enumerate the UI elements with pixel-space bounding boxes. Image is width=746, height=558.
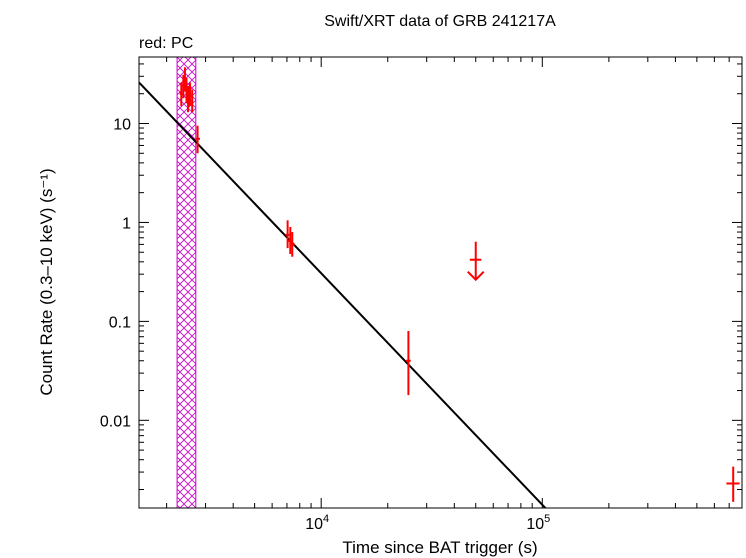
y-tick-label: 10 <box>113 116 131 133</box>
y-tick-label: 0.1 <box>109 314 131 331</box>
data-point <box>195 125 200 154</box>
data-point <box>188 82 192 107</box>
x-tick-label: 104 <box>305 513 329 533</box>
data-point <box>290 232 295 257</box>
data-point <box>726 466 740 502</box>
y-tick-label: 1 <box>122 215 131 232</box>
data-point <box>406 330 411 396</box>
y-axis-label: Count Rate (0.3–10 keV) (s⁻¹) <box>37 168 56 395</box>
upper-limit-point <box>467 241 485 282</box>
data-point <box>191 89 194 113</box>
chart-title: Swift/XRT data of GRB 241217A <box>324 13 556 30</box>
fit-line <box>139 81 547 508</box>
x-tick-label: 105 <box>526 513 550 533</box>
data-point <box>285 220 290 249</box>
y-tick-label: 0.01 <box>100 413 131 430</box>
data-point <box>186 85 190 113</box>
chart-subtitle: red: PC <box>139 35 193 52</box>
plot-frame <box>138 56 743 509</box>
x-axis-label: Time since BAT trigger (s) <box>342 538 537 557</box>
shaded-interval-band <box>176 57 197 508</box>
upper-limit-arrow-icon <box>467 271 485 282</box>
